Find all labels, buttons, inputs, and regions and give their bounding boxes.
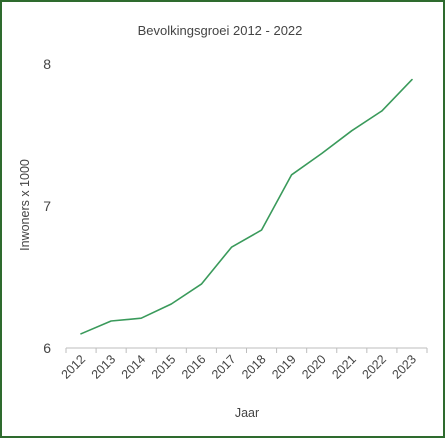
x-tick-label: 2023 xyxy=(390,352,420,382)
x-tick-label: 2012 xyxy=(59,352,89,382)
chart-title: Bevolkingsgroei 2012 - 2022 xyxy=(138,23,303,38)
x-tick-label: 2017 xyxy=(209,352,239,382)
x-axis-label: Jaar xyxy=(235,406,259,420)
x-tick-label: 2013 xyxy=(89,352,119,382)
x-tick-label: 2020 xyxy=(299,352,329,382)
x-axis-ticks: 2012 2013 2014 2015 2016 2017 2018 2019 2020 2021… xyxy=(59,352,420,382)
x-tick-label: 2021 xyxy=(329,352,359,382)
x-tick-label: 2016 xyxy=(179,352,209,382)
series-line xyxy=(80,78,413,335)
x-tick-label: 2022 xyxy=(359,352,389,382)
x-axis xyxy=(65,347,428,353)
y-tick-label: 6 xyxy=(43,340,51,356)
x-tick-label: 2014 xyxy=(119,352,149,382)
x-tick-label: 2018 xyxy=(239,352,269,382)
y-tick-label: 7 xyxy=(43,198,51,214)
y-axis-ticks: 6 7 8 xyxy=(43,56,51,356)
x-tick-label: 2019 xyxy=(269,352,299,382)
x-tick-label: 2015 xyxy=(149,352,179,382)
series-layer xyxy=(80,78,413,335)
y-axis-label: Inwoners x 1000 xyxy=(18,159,32,251)
y-tick-label: 8 xyxy=(43,56,51,72)
